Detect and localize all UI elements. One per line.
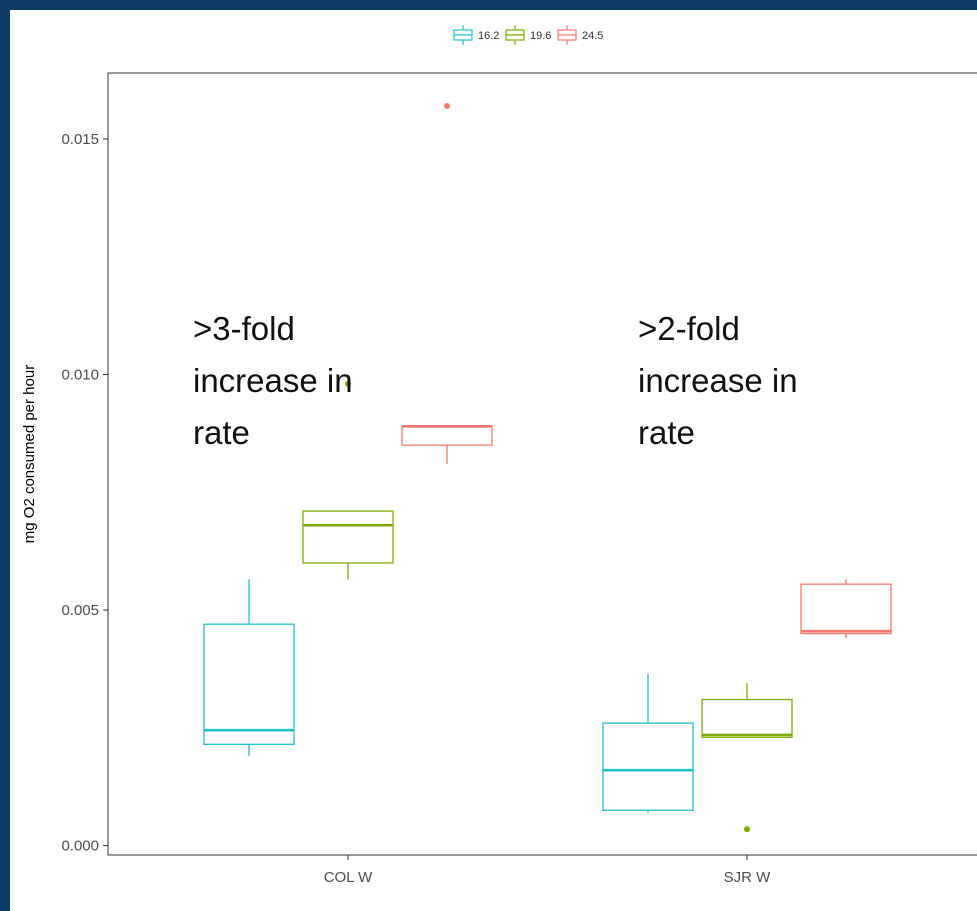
box-19.6-COL-W: [303, 381, 393, 580]
y-tick-label: 0.000: [61, 838, 99, 855]
annotation-text: >3-fold increase in rate: [193, 310, 353, 451]
box-iqr: [204, 624, 294, 744]
legend-item-16.2: 16.2: [454, 25, 499, 45]
annotation-line: increase in: [638, 362, 798, 399]
box-iqr: [603, 723, 693, 810]
annotation-line: >2-fold: [638, 310, 740, 347]
legend-label: 19.6: [530, 30, 551, 42]
y-tick-label: 0.010: [61, 366, 99, 383]
legend-item-24.5: 24.5: [558, 25, 603, 45]
box-19.6-SJR-W: [702, 683, 792, 832]
box-16.2-COL-W: [204, 579, 294, 756]
annotation-text: >2-fold increase in rate: [638, 310, 798, 451]
boxes: [204, 103, 891, 832]
chart-frame: 16.2 19.6 24.5 0.000 0.005 0.010 0.015 COL W S…: [10, 10, 977, 911]
x-axis: COL W SJR W: [324, 855, 771, 886]
y-tick-label: 0.015: [61, 131, 99, 148]
y-axis-title: mg O2 consumed per hour: [21, 365, 38, 543]
box-24.5-COL-W: [402, 103, 492, 464]
box-iqr: [702, 700, 792, 738]
box-24.5-SJR-W: [801, 579, 891, 638]
annotations: >3-fold increase in rate >2-fold increase in…: [193, 310, 798, 451]
box-iqr: [303, 511, 393, 563]
legend-label: 16.2: [478, 30, 499, 42]
x-tick-label: SJR W: [724, 869, 772, 886]
outlier-point: [444, 103, 450, 109]
y-axis: 0.000 0.005 0.010 0.015: [61, 131, 108, 855]
annotation-line: rate: [638, 414, 695, 451]
box-iqr: [801, 584, 891, 633]
annotation-line: rate: [193, 414, 250, 451]
y-tick-label: 0.005: [61, 602, 99, 619]
x-tick-label: COL W: [324, 869, 373, 886]
boxplot-chart: 16.2 19.6 24.5 0.000 0.005 0.010 0.015 COL W S…: [10, 10, 977, 911]
box-16.2-SJR-W: [603, 674, 693, 813]
box-iqr: [402, 426, 492, 445]
legend: 16.2 19.6 24.5: [454, 25, 603, 45]
annotation-line: >3-fold: [193, 310, 295, 347]
legend-label: 24.5: [582, 30, 603, 42]
legend-item-19.6: 19.6: [506, 25, 551, 45]
annotation-line: increase in: [193, 362, 353, 399]
outlier-point: [744, 826, 750, 832]
